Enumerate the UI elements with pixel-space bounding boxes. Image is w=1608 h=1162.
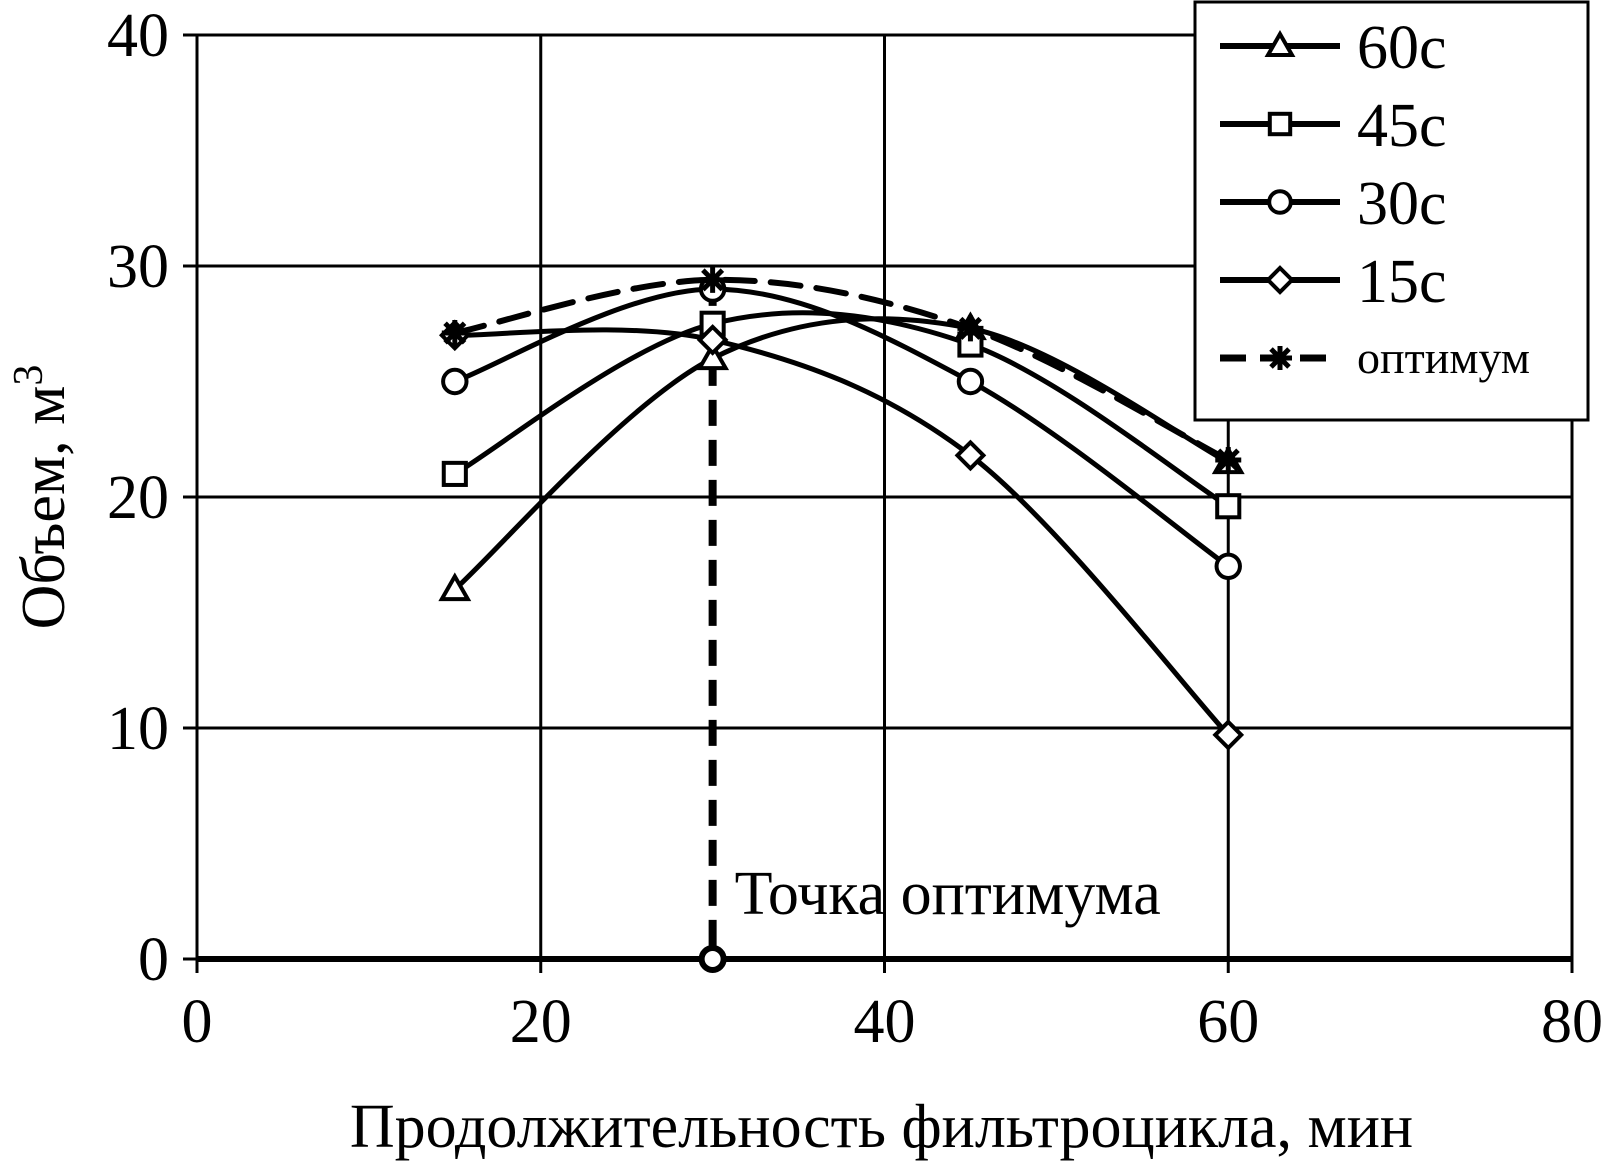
x-tick-label: 0	[182, 988, 213, 1056]
series-asterisk	[441, 266, 1242, 474]
y-axis-label-superscript: 3	[6, 365, 52, 386]
legend-item: 60с	[1220, 14, 1447, 82]
legend-box	[1193, 0, 1590, 422]
legend-item: 30с	[1220, 170, 1447, 238]
legend-marker-diamond	[1265, 265, 1295, 295]
series-line	[452, 327, 1231, 738]
asterisk-stroke	[958, 316, 982, 340]
data-point-triangle	[696, 341, 730, 371]
optimum-point	[698, 945, 727, 973]
asterisk-stroke	[1269, 347, 1291, 369]
x-tick-label: 60	[1197, 988, 1259, 1056]
data-point-diamond	[696, 324, 729, 356]
series-diamond	[438, 319, 1245, 751]
data-point-asterisk	[1215, 447, 1242, 474]
asterisk-stroke	[443, 321, 467, 345]
optimum-annotation: Точка оптимума	[735, 860, 1161, 928]
data-point-diamond	[1212, 719, 1245, 751]
asterisk-stroke	[1216, 448, 1240, 472]
y-tick-label: 30	[107, 233, 169, 301]
y-tick-label: 20	[107, 464, 169, 532]
series-square	[441, 310, 1242, 520]
data-point-circle	[956, 367, 985, 396]
legend-marker-asterisk	[1268, 346, 1292, 370]
legend: 60с 45с 30с 15с оптимум	[1193, 0, 1590, 422]
x-tick-label: 20	[510, 988, 572, 1056]
series-line	[451, 276, 1232, 464]
data-point-asterisk	[957, 315, 984, 342]
x-axis-label: Продолжительность фильтроцикла, мин	[350, 1093, 1413, 1161]
legend-label: 30с	[1357, 170, 1447, 238]
legend-item: 15с	[1220, 248, 1447, 316]
y-tick-label: 10	[107, 695, 169, 763]
legend-item: оптимум	[1220, 332, 1530, 383]
series-triangle	[438, 311, 1245, 602]
legend-label: 60с	[1357, 14, 1447, 82]
legend-label: 15с	[1357, 248, 1447, 316]
series-line	[452, 310, 1231, 509]
legend-label: оптимум	[1357, 332, 1530, 383]
data-point-square	[1215, 493, 1242, 520]
asterisk-stroke	[701, 268, 725, 292]
legend-label: 45с	[1357, 92, 1447, 160]
data-point-circle	[1214, 552, 1242, 580]
x-tick-label: 80	[1541, 988, 1603, 1056]
data-point-triangle	[438, 572, 472, 602]
legend-item: 45с	[1220, 92, 1447, 160]
y-tick-label: 40	[107, 2, 169, 70]
y-tick-label: 0	[138, 926, 169, 994]
legend-marker-square	[1267, 111, 1293, 137]
y-axis-label-main: Объем, м	[10, 386, 78, 630]
x-tick-label: 40	[854, 988, 916, 1056]
data-point-asterisk	[441, 319, 468, 346]
y-axis-label: Объем, м3	[6, 365, 78, 630]
legend-marker-circle	[1267, 189, 1293, 215]
data-point-square	[441, 460, 468, 487]
data-point-asterisk	[699, 266, 726, 293]
data-point-circle	[441, 367, 469, 396]
legend-marker-triangle	[1264, 29, 1296, 57]
data-point-diamond	[954, 439, 987, 472]
series-line	[452, 316, 1231, 592]
